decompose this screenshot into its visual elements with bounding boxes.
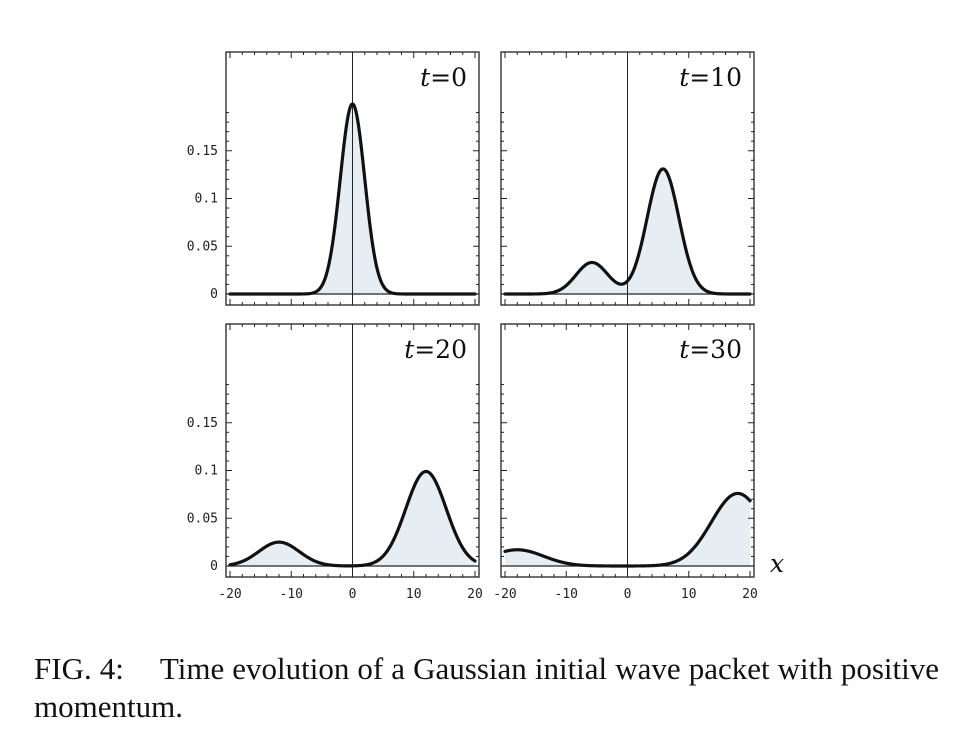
figure-number: FIG. 4: xyxy=(34,651,124,686)
figure-caption: FIG. 4: Time evolution of a Gaussian init… xyxy=(34,650,939,726)
x-tick-label: -10 xyxy=(280,587,303,602)
panel-time-label: t=10 xyxy=(679,63,742,92)
x-tick-label: 0 xyxy=(349,587,357,602)
panel-t-20: 0 0.05 0.1 0.15 -20 -10 0 10 20 t=20 xyxy=(187,323,483,602)
wave-packet-curve xyxy=(228,102,477,296)
area-fill xyxy=(505,493,750,566)
area-fill xyxy=(230,471,475,566)
panel-time-label: t=30 xyxy=(679,335,742,364)
y-tick-label: 0.05 xyxy=(187,511,218,526)
caption-text: Time evolution of a Gaussian initial wav… xyxy=(34,651,939,724)
wave-packet-curve xyxy=(228,469,477,568)
figure-4-panels: 0 0.05 0.1 0.15 t=0 t=10 0 0.05 0.1 0.15 -20 -10 0 10… xyxy=(187,51,784,602)
wave-packet-curve xyxy=(503,167,752,296)
y-tick-label: 0.1 xyxy=(195,192,218,207)
x-tick-label: 10 xyxy=(681,587,697,602)
x-tick-label: 20 xyxy=(467,587,483,602)
panel-t-0: 0 0.05 0.1 0.15 t=0 xyxy=(187,51,480,306)
y-tick-label: 0.15 xyxy=(187,416,218,431)
x-tick-label: -10 xyxy=(555,587,578,602)
x-axis-label: x xyxy=(770,549,784,578)
x-tick-label: 20 xyxy=(742,587,758,602)
y-tick-label: 0.15 xyxy=(187,144,218,159)
x-tick-label: 0 xyxy=(624,587,632,602)
y-tick-label: 0 xyxy=(210,287,218,302)
panel-t-10: t=10 xyxy=(500,51,755,306)
panel-t-30: -20 -10 0 10 20 t=30 x xyxy=(493,323,784,602)
x-tick-label: -20 xyxy=(218,587,241,602)
y-tick-label: 0 xyxy=(210,559,218,574)
x-tick-label: 10 xyxy=(406,587,422,602)
panel-time-label: t=20 xyxy=(404,335,467,364)
y-tick-label: 0.1 xyxy=(195,464,218,479)
wave-packet-curve xyxy=(503,491,752,568)
x-tick-label: -20 xyxy=(493,587,516,602)
panel-time-label: t=0 xyxy=(420,63,467,92)
y-tick-label: 0.05 xyxy=(187,239,218,254)
